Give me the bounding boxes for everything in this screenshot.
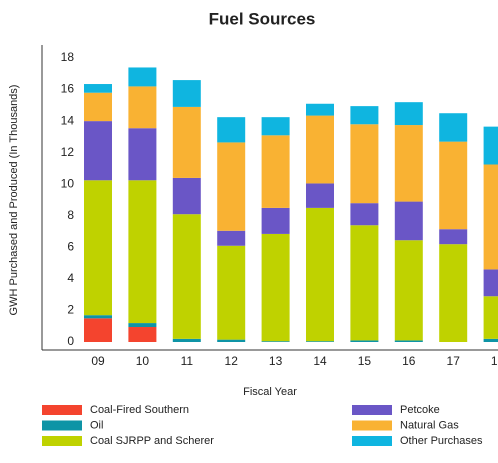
bar-segment: [306, 183, 334, 208]
y-tick-label: 18: [61, 50, 75, 64]
x-tick-label: 16: [402, 354, 416, 368]
bar-segment: [128, 327, 157, 342]
legend-swatch: [352, 420, 392, 431]
bar-segment: [350, 225, 379, 341]
x-tick-label: 09: [91, 354, 105, 368]
bar-segment: [261, 117, 290, 136]
bar-segment: [483, 126, 498, 165]
x-tick-label: 18: [491, 354, 498, 368]
bar-segment: [483, 269, 498, 297]
bar-segment: [306, 103, 334, 116]
legend-swatch: [352, 436, 392, 446]
bar-segment: [439, 229, 468, 245]
bar-segment: [261, 233, 290, 342]
legend-swatch: [42, 405, 82, 415]
bar-segment: [394, 125, 423, 202]
y-tick-label: 8: [67, 208, 74, 222]
bar-segment: [84, 121, 112, 181]
bar-segment: [306, 115, 334, 184]
bar-segment: [172, 338, 201, 342]
bar-segment: [217, 230, 246, 246]
x-tick-label: 13: [269, 354, 283, 368]
bar-segment: [483, 296, 498, 339]
bar-segment: [128, 128, 157, 181]
bar-segment: [306, 341, 334, 342]
bar-segment: [483, 164, 498, 270]
bar-segment: [394, 102, 423, 126]
legend-swatch: [42, 436, 82, 446]
x-tick-label: 14: [313, 354, 327, 368]
bar-segment: [172, 177, 201, 215]
legend-swatch: [42, 420, 82, 431]
bar-segment: [172, 106, 201, 178]
bar-segment: [439, 141, 468, 230]
bar-segment: [84, 84, 112, 93]
bar-segment: [306, 207, 334, 342]
y-tick-label: 6: [67, 240, 74, 254]
bar-segment: [217, 117, 246, 143]
bar-segment: [172, 214, 201, 339]
bar-segment: [394, 340, 423, 342]
bar-segment: [350, 106, 379, 125]
y-axis-label: GWH Purchased and Produced (In Thousands…: [8, 85, 20, 316]
y-tick-label: 10: [61, 176, 75, 190]
bar-segment: [128, 180, 157, 324]
bar-segment: [84, 92, 112, 122]
bar-segment: [439, 113, 468, 142]
bar-segment: [217, 339, 246, 342]
x-tick-label: 12: [225, 354, 239, 368]
x-tick-label: 11: [181, 354, 194, 368]
y-tick-label: 14: [61, 113, 75, 127]
bar-segment: [84, 315, 112, 319]
bar-segment: [84, 180, 112, 316]
bar-segment: [261, 135, 290, 208]
x-tick-label: 10: [136, 354, 150, 368]
bar-segment: [217, 142, 246, 231]
bar-segment: [394, 201, 423, 241]
bar-segment: [439, 244, 468, 342]
legend-label: Coal SJRPP and Scherer: [90, 435, 214, 447]
bar-segment: [128, 86, 157, 129]
bar-segment: [394, 240, 423, 341]
bar-segment: [217, 245, 246, 340]
x-tick-label: 17: [447, 354, 461, 368]
bar-segment: [483, 338, 498, 342]
bar-segment: [261, 207, 290, 234]
bar-segment: [128, 67, 157, 87]
legend-label: Coal-Fired Southern: [90, 404, 189, 416]
bar-segment: [350, 124, 379, 204]
chart-title: Fuel Sources: [209, 9, 316, 28]
bar-segment: [350, 203, 379, 226]
legend-label: Natural Gas: [400, 419, 459, 431]
bar-segment: [261, 341, 290, 342]
x-tick-label: 15: [358, 354, 372, 368]
y-tick-label: 4: [67, 271, 74, 285]
x-axis-label: Fiscal Year: [243, 386, 297, 398]
legend-label: Oil: [90, 419, 103, 431]
legend-swatch: [352, 405, 392, 415]
y-tick-label: 12: [61, 145, 75, 159]
bar-segment: [128, 323, 157, 328]
y-tick-label: 2: [67, 303, 74, 317]
y-tick-label: 0: [67, 334, 74, 348]
legend-label: Other Purchases: [400, 435, 483, 447]
bar-segment: [350, 340, 379, 342]
bar-segment: [84, 318, 112, 342]
y-tick-label: 16: [61, 82, 75, 96]
bar-segment: [172, 80, 201, 107]
legend-label: Petcoke: [400, 404, 440, 416]
